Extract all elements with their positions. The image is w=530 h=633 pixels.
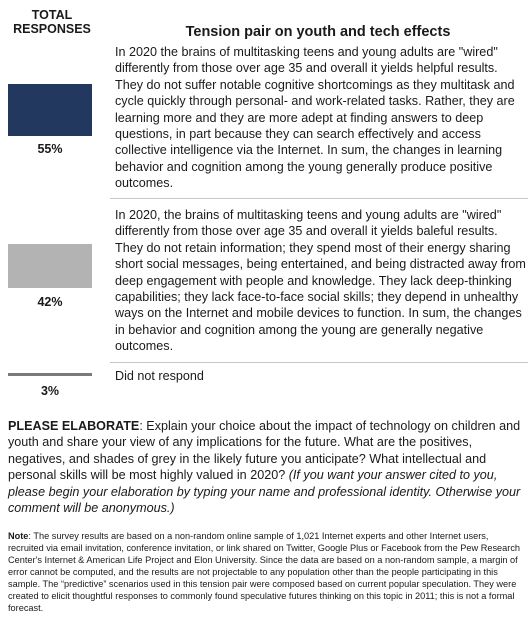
response-text-no-response: Did not respond (115, 369, 204, 383)
response-percent-no-response: 3% (40, 384, 60, 398)
response-bar-negative (8, 244, 92, 288)
elaborate-label: PLEASE ELABORATE (8, 419, 140, 433)
survey-note: Note: The survey results are based on a … (8, 530, 524, 614)
note-label: Note (8, 531, 29, 541)
total-responses-heading: TOTAL RESPONSES (13, 8, 91, 36)
response-text-positive: In 2020 the brains of multitasking teens… (115, 45, 515, 191)
response-text-negative: In 2020, the brains of multitasking teen… (115, 208, 526, 354)
page-title: Tension pair on youth and tech effects (185, 24, 451, 40)
divider (110, 362, 528, 363)
response-percent-positive: 55% (37, 142, 63, 156)
elaborate-italic-instruction: (If you want your answer cited to you, p… (8, 468, 521, 516)
divider (110, 198, 528, 199)
note-text: : The survey results are based on a non-… (8, 531, 521, 613)
response-bar-positive (8, 84, 92, 136)
elaborate-prompt: PLEASE ELABORATE: Explain your choice ab… (8, 418, 524, 516)
response-percent-negative: 42% (37, 295, 63, 309)
elaborate-text: : Explain your choice about the impact o… (8, 419, 521, 483)
response-bar-no-response (8, 373, 92, 376)
